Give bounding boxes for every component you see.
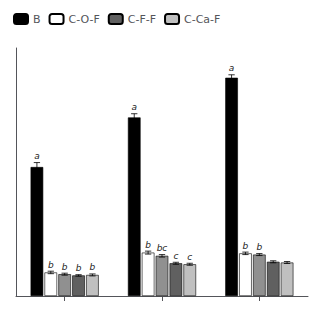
svg-text:a: a bbox=[229, 63, 235, 73]
svg-text:c: c bbox=[187, 252, 192, 262]
svg-text:b: b bbox=[145, 240, 151, 250]
svg-text:a: a bbox=[34, 151, 40, 161]
svg-text:b: b bbox=[62, 262, 68, 272]
svg-text:C-O-F: C-O-F bbox=[69, 13, 100, 26]
svg-text:B: B bbox=[33, 13, 41, 26]
svg-text:b: b bbox=[76, 263, 82, 273]
svg-text:b: b bbox=[256, 242, 262, 252]
svg-text:a: a bbox=[131, 102, 137, 112]
svg-text:b: b bbox=[243, 241, 249, 251]
svg-text:C-F-F: C-F-F bbox=[128, 13, 156, 26]
svg-text:bc: bc bbox=[157, 243, 168, 253]
svg-text:b: b bbox=[90, 262, 96, 272]
svg-text:b: b bbox=[48, 260, 54, 270]
svg-text:c: c bbox=[173, 251, 178, 261]
svg-text:C-Ca-F: C-Ca-F bbox=[184, 13, 220, 26]
